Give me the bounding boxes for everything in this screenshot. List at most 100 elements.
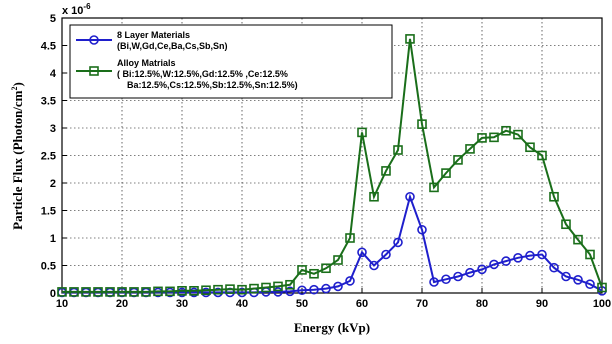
- data-point-alloy: [177, 285, 187, 296]
- y-axis-label: Particle Flux (Photon/cm2): [10, 82, 25, 230]
- data-point-8-layer: [441, 274, 451, 285]
- y-tick-label: 3.5: [41, 96, 56, 108]
- x-axis-label: Energy (kVp): [294, 320, 370, 335]
- data-point-8-layer: [321, 283, 331, 294]
- data-point-8-layer: [513, 252, 523, 263]
- x-tick-label: 90: [536, 298, 548, 310]
- data-point-8-layer: [549, 262, 559, 273]
- y-tick-label: 4.5: [41, 41, 56, 53]
- data-point-alloy: [213, 284, 223, 295]
- data-point-alloy: [309, 268, 319, 279]
- data-point-alloy: [141, 287, 151, 297]
- data-point-alloy: [237, 284, 247, 295]
- x-tick-label: 100: [593, 298, 611, 310]
- data-point-alloy: [549, 191, 559, 202]
- data-point-8-layer: [525, 250, 535, 261]
- series-line-alloy: [62, 38, 603, 293]
- data-point-alloy: [573, 234, 583, 245]
- data-point-8-layer: [345, 276, 355, 286]
- legend-label-8-layer: 8 Layer Materials: [117, 30, 190, 40]
- data-point-8-layer: [453, 271, 463, 282]
- legend-box: [69, 24, 393, 99]
- data-point-alloy: [81, 287, 91, 297]
- data-point-alloy: [465, 144, 475, 154]
- data-point-8-layer: [369, 260, 379, 271]
- y-tick-label: 2: [50, 178, 56, 190]
- legend-sublabel-alloy-2: Ba:12.5%,Cs:12.5%,Sb:12.5%,Sn:12.5%): [127, 80, 298, 90]
- x-tick-label: 40: [236, 298, 248, 310]
- data-point-alloy: [333, 255, 343, 265]
- y-tick-label: 2.5: [41, 151, 56, 163]
- data-point-alloy: [513, 129, 523, 140]
- data-point-alloy: [129, 287, 139, 297]
- data-point-alloy: [117, 287, 127, 297]
- data-point-8-layer: [417, 224, 427, 235]
- data-point-alloy: [189, 285, 199, 296]
- data-point-alloy: [273, 281, 283, 292]
- data-point-8-layer: [297, 285, 307, 296]
- data-point-alloy: [201, 285, 211, 296]
- data-point-8-layer: [381, 249, 391, 260]
- data-point-alloy: [57, 287, 67, 297]
- data-point-alloy: [261, 282, 271, 293]
- y-tick-label: 1.5: [41, 206, 56, 218]
- data-point-8-layer: [561, 271, 571, 282]
- data-point-8-layer: [573, 274, 583, 285]
- legend-entry-8-layer: 8 Layer Materials (Bi,W,Gd,Ce,Ba,Cs,Sb,S…: [76, 30, 228, 51]
- data-point-alloy: [585, 249, 595, 260]
- legend-sublabel-alloy-1: ( Bi:12.5%,W:12.5%,Gd:12.5% ,Ce:12.5%: [117, 69, 288, 79]
- data-point-alloy: [153, 286, 163, 297]
- y-tick-label: 5: [50, 13, 56, 25]
- series-alloy: [57, 34, 607, 297]
- y-tick-label: 0: [50, 288, 56, 300]
- data-point-8-layer: [285, 286, 295, 297]
- data-point-alloy: [405, 34, 415, 44]
- x-tick-label: 60: [356, 298, 368, 310]
- data-point-8-layer: [585, 279, 595, 290]
- data-point-8-layer: [309, 284, 319, 295]
- y-tick-label: 4: [50, 68, 57, 80]
- x-tick-label: 30: [176, 298, 188, 310]
- data-point-8-layer: [477, 264, 487, 275]
- data-point-8-layer: [465, 267, 475, 278]
- data-point-alloy: [321, 263, 331, 274]
- data-point-alloy: [225, 284, 235, 294]
- y-tick-label: 0.5: [41, 261, 56, 273]
- data-point-alloy: [381, 166, 391, 176]
- data-point-alloy: [249, 283, 259, 294]
- data-point-alloy: [561, 219, 571, 230]
- data-point-alloy: [489, 132, 499, 143]
- data-point-8-layer: [333, 281, 343, 292]
- legend-sublabel-8-layer: (Bi,W,Gd,Ce,Ba,Cs,Sb,Sn): [117, 41, 228, 51]
- data-point-alloy: [369, 191, 379, 202]
- y-multiplier: x 10-6: [62, 2, 91, 17]
- data-point-alloy: [525, 142, 535, 153]
- legend-label-alloy: Alloy Matrials: [117, 58, 176, 68]
- data-point-alloy: [453, 155, 463, 165]
- data-point-alloy: [537, 150, 547, 161]
- data-point-alloy: [285, 279, 295, 290]
- y-tick-label: 1: [50, 233, 56, 245]
- data-point-8-layer: [357, 247, 367, 258]
- data-point-8-layer: [501, 256, 511, 266]
- legend-marker-alloy: [89, 66, 99, 76]
- data-point-alloy: [393, 145, 403, 155]
- data-point-alloy: [597, 282, 607, 293]
- data-point-alloy: [105, 287, 115, 297]
- data-point-alloy: [69, 287, 79, 297]
- legend-marker-8-layer: [89, 35, 99, 45]
- legend-entry-alloy: Alloy Matrials ( Bi:12.5%,W:12.5%,Gd:12.…: [76, 58, 298, 90]
- data-point-8-layer: [489, 259, 499, 270]
- data-point-8-layer: [393, 237, 403, 248]
- y-axis-ticks: 0 0.5 1 1.5 2 2.5 3 3.5 4 4.5 5: [41, 13, 67, 300]
- legend: 8 Layer Materials (Bi,W,Gd,Ce,Ba,Cs,Sb,S…: [69, 24, 393, 99]
- data-point-8-layer: [405, 191, 415, 202]
- data-point-alloy: [429, 182, 439, 193]
- data-point-8-layer: [429, 277, 439, 287]
- data-point-alloy: [477, 133, 487, 143]
- x-tick-label: 70: [416, 298, 428, 310]
- y-tick-label: 3: [50, 123, 56, 135]
- data-point-8-layer: [273, 287, 283, 297]
- data-point-alloy: [165, 286, 175, 297]
